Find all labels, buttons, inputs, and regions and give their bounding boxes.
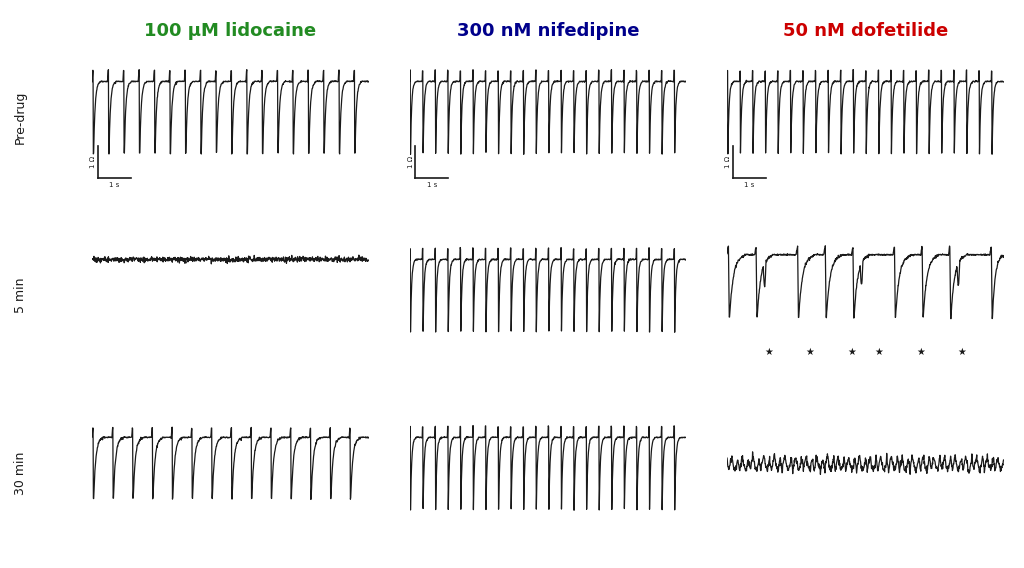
Text: 5 min: 5 min xyxy=(14,278,27,313)
Text: 30 min: 30 min xyxy=(14,452,27,495)
Text: 1 Ω: 1 Ω xyxy=(725,156,731,168)
Text: 100 μM lidocaine: 100 μM lidocaine xyxy=(144,22,316,40)
Text: 1 s: 1 s xyxy=(110,182,120,188)
Text: ★: ★ xyxy=(957,346,967,357)
Text: 1 s: 1 s xyxy=(744,182,755,188)
Text: 1 s: 1 s xyxy=(427,182,437,188)
Text: ★: ★ xyxy=(764,346,773,357)
Text: ★: ★ xyxy=(874,346,884,357)
Text: ★: ★ xyxy=(916,346,925,357)
Text: 300 nM nifedipine: 300 nM nifedipine xyxy=(457,22,639,40)
Text: Pre-drug: Pre-drug xyxy=(14,91,27,144)
Text: 50 nM dofetilide: 50 nM dofetilide xyxy=(782,22,948,40)
Text: ★: ★ xyxy=(847,346,856,357)
Text: ★: ★ xyxy=(806,346,814,357)
Text: 1 Ω: 1 Ω xyxy=(90,156,96,168)
Text: 1 Ω: 1 Ω xyxy=(408,156,414,168)
